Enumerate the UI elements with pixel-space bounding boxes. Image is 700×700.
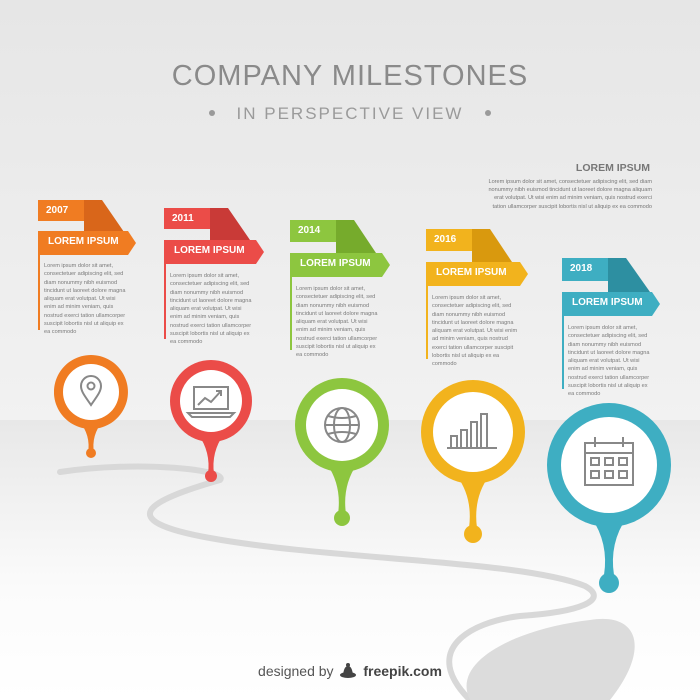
laptop-chart-icon xyxy=(185,386,237,418)
subtitle: IN PERSPECTIVE VIEW xyxy=(236,104,464,123)
page-title: COMPANY MILESTONES xyxy=(171,60,529,92)
top-note-heading: LOREM IPSUM xyxy=(575,162,650,174)
flag-tail xyxy=(256,240,264,264)
top-note: LOREM IPSUM Lorem ipsum dolor sit amet, … xyxy=(486,162,652,211)
flag-label: LOREM IPSUM xyxy=(562,292,652,316)
flag-pole xyxy=(38,254,40,330)
flag-pole xyxy=(290,276,292,350)
flag-fold xyxy=(472,229,512,262)
calendar-icon xyxy=(584,437,634,486)
milestone-description: Lorem ipsum dolor sit amet, consectetuer… xyxy=(568,325,650,398)
flag-label: LOREM IPSUM xyxy=(290,253,382,277)
flag-year-badge: 2014 xyxy=(290,220,336,242)
pin-2011 xyxy=(170,360,252,490)
flag-year-badge: 2016 xyxy=(426,229,472,251)
flag-label: LOREM IPSUM xyxy=(164,240,256,264)
subtitle-row: IN PERSPECTIVE VIEW xyxy=(0,104,700,124)
background-wall xyxy=(0,0,700,430)
flag-fold xyxy=(608,258,650,292)
flag-fold xyxy=(84,200,124,232)
milestone-description: Lorem ipsum dolor sit amet, consectetuer… xyxy=(44,263,126,336)
pin-2018 xyxy=(547,403,671,599)
milestone-description: Lorem ipsum dolor sit amet, consectetuer… xyxy=(296,286,378,359)
milestone-description: Lorem ipsum dolor sit amet, consectetuer… xyxy=(432,295,518,368)
flag-tail xyxy=(520,262,528,286)
flag-tail xyxy=(128,231,136,255)
pin-2016 xyxy=(421,380,525,550)
freepik-hat-icon xyxy=(339,663,357,682)
footer-brand[interactable]: freepik.com xyxy=(363,663,442,680)
footer-prefix: designed by xyxy=(258,663,334,680)
top-note-body: Lorem ipsum dolor sit amet, consectetuer… xyxy=(488,179,652,210)
flag-fold xyxy=(336,220,376,253)
footer-credit: designed by freepik.com xyxy=(0,663,700,682)
subtitle-dot-right xyxy=(485,109,492,116)
flag-label: LOREM IPSUM xyxy=(426,262,520,286)
flag-pole xyxy=(426,285,428,359)
flag-pole xyxy=(562,315,564,389)
pin-2014 xyxy=(295,378,389,534)
bar-chart-icon xyxy=(447,413,497,449)
globe-icon xyxy=(324,407,360,443)
flag-year-badge: 2018 xyxy=(562,258,608,281)
location-pin-icon xyxy=(79,375,103,407)
flag-label: LOREM IPSUM xyxy=(38,231,128,255)
flag-year-badge: 2011 xyxy=(164,208,210,229)
pin-2007 xyxy=(54,355,128,465)
flag-pole xyxy=(164,263,166,339)
flag-tail xyxy=(382,253,390,277)
milestone-description: Lorem ipsum dolor sit amet, consectetuer… xyxy=(170,273,252,346)
subtitle-dot-left xyxy=(208,109,215,116)
flag-year-badge: 2007 xyxy=(38,200,84,221)
flag-fold xyxy=(210,208,250,240)
flag-tail xyxy=(652,292,660,316)
